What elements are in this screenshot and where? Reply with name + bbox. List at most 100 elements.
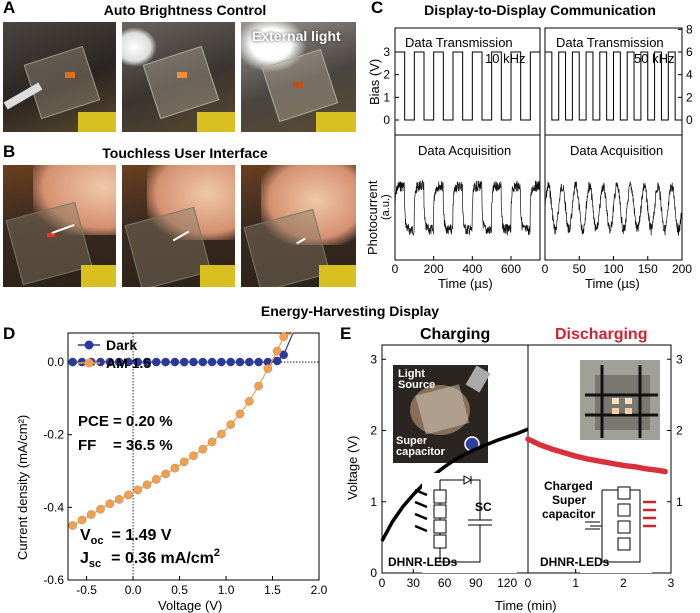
e-right-ytick-label: 3 xyxy=(676,352,683,366)
c-right-square-wave xyxy=(545,51,682,121)
dark-point xyxy=(254,357,264,367)
am15-point xyxy=(279,332,289,342)
d-series xyxy=(68,332,294,530)
c-left-bottom-label: Data Acquisition xyxy=(418,143,511,158)
photo-a2 xyxy=(122,22,235,132)
am15-point xyxy=(226,420,236,429)
e-light-source-1: Light xyxy=(398,368,425,380)
charging-title: Charging xyxy=(420,326,491,343)
e-left-ytick-label: 2 xyxy=(370,424,377,438)
d-ytick-label: -0.6 xyxy=(43,573,64,587)
dark-point xyxy=(123,357,133,367)
c-right-bottom-label: Data Acquisition xyxy=(570,143,663,158)
d-jsc-label: J xyxy=(80,550,89,567)
panel-c-chart: 012302468100200400600050100150200 Data T… xyxy=(365,22,693,291)
c-ylabel-bottom-1: Photocurrent xyxy=(365,180,380,255)
dark-point xyxy=(151,357,161,367)
d-voc-label: V xyxy=(80,527,91,544)
d-pce: PCE = 0.20 % xyxy=(78,413,173,430)
e-charged-supercap: Charged Super capacitor xyxy=(542,479,596,521)
c-ylabel-top: Bias (V) xyxy=(367,59,382,105)
e-charging-curve xyxy=(380,427,529,542)
e-photo-right xyxy=(580,360,660,440)
am15-point xyxy=(133,485,143,495)
e-left-xtick-label: 90 xyxy=(469,576,483,590)
svg-text:Jsc= 0.36 mA/cm2: Jsc = 0.36 mA/cm2 xyxy=(80,547,220,570)
am15-point xyxy=(198,444,208,454)
am15-point xyxy=(142,480,152,490)
c-right-xtick-label: 150 xyxy=(638,262,658,276)
am15-point xyxy=(151,474,161,484)
dark-point xyxy=(142,357,152,367)
e-right-xtick-label: 1 xyxy=(572,576,579,590)
svg-text:Voc= 1.49 V: Voc = 1.49 V xyxy=(80,527,172,547)
c-left-ytick-label: 1 xyxy=(383,90,390,104)
d-xtick-label: 0.0 xyxy=(125,583,142,597)
d-jsc-sub: sc xyxy=(89,558,101,570)
e-left-ytick-label: 3 xyxy=(370,352,377,366)
c-right-ytick-label: 6 xyxy=(686,45,693,59)
c-left-xtick-label: 600 xyxy=(501,262,521,276)
discharging-title: Discharging xyxy=(555,326,648,343)
dark-point xyxy=(161,357,171,367)
am15-point xyxy=(179,457,189,467)
dark-point xyxy=(272,356,282,366)
e-right-ytick-label: 2 xyxy=(676,424,683,438)
panel-b-letter: B xyxy=(3,142,16,161)
e-right-xtick-label: 3 xyxy=(668,576,675,590)
c-left-top-freq: 10 kHz xyxy=(485,51,525,66)
c-left-ytick-label: 3 xyxy=(383,45,390,59)
d-xtick-label: 2.0 xyxy=(311,583,328,597)
d-frame xyxy=(67,332,320,581)
dark-point xyxy=(279,350,289,360)
dark-point xyxy=(114,357,124,367)
c-right-xtick-label: 0 xyxy=(542,262,549,276)
e-circuit-right xyxy=(580,480,652,573)
panel-c-letter: C xyxy=(371,0,384,17)
c-left-xtick-label: 200 xyxy=(424,262,444,276)
c-right-top-label: Data Transmission xyxy=(556,35,664,50)
c-left-xtick-label: 400 xyxy=(462,262,482,276)
e-light-source: Light Source xyxy=(398,368,435,391)
e-right-ytick-label: 1 xyxy=(676,495,683,509)
e-charged-1: Charged xyxy=(544,479,593,493)
d-xtick-label: 0.5 xyxy=(171,583,188,597)
d-voc-value: = 1.49 V xyxy=(112,527,172,544)
am15-point xyxy=(189,451,198,461)
d-ff: FF = 36.5 % xyxy=(78,437,173,454)
am15-point xyxy=(105,499,115,509)
external-light-label: External light xyxy=(252,28,341,44)
e-light-source-2: Source xyxy=(398,379,435,391)
c-right-ytick-label: 0 xyxy=(686,113,693,127)
d-ytick-label: 0.0 xyxy=(47,355,64,369)
d-xtick-label: 1.5 xyxy=(264,583,281,597)
dark-point xyxy=(244,357,254,367)
am15-point xyxy=(170,463,180,473)
am15-point xyxy=(254,381,264,391)
dark-point xyxy=(96,357,105,367)
am15-point xyxy=(123,490,133,500)
dark-point xyxy=(170,357,180,367)
e-arrows-right xyxy=(643,500,656,528)
e-left-ytick-label: 1 xyxy=(370,495,377,509)
e-curves xyxy=(380,427,668,542)
dark-point xyxy=(235,357,245,367)
c-right-xtick-label: 50 xyxy=(573,262,587,276)
legend-dark-label: Dark xyxy=(106,337,137,353)
am15-point xyxy=(77,515,87,525)
e-charged-3: capacitor xyxy=(542,507,596,521)
c-right-ytick-label: 8 xyxy=(686,22,693,36)
c-right-top-freq: 50 kHz xyxy=(634,51,674,66)
e-left-ytick-label: 0 xyxy=(370,566,377,580)
am15-point xyxy=(161,469,171,479)
c-left-xtick-label: 0 xyxy=(392,262,399,276)
d-xlabel: Voltage (V) xyxy=(158,598,222,613)
e-supercap: Super capacitor xyxy=(396,435,446,458)
panel-d-chart: -0.5 0.0 0.5 1.0 1.5 2.00.0-0.2-0.4-0.6 Dark … xyxy=(15,332,328,613)
c-left-square-wave xyxy=(395,51,540,121)
dark-point xyxy=(207,357,217,367)
dark-point xyxy=(226,357,236,367)
am15-point xyxy=(86,510,96,520)
c-ylabel-bottom-2: (a.u.) xyxy=(380,194,392,220)
